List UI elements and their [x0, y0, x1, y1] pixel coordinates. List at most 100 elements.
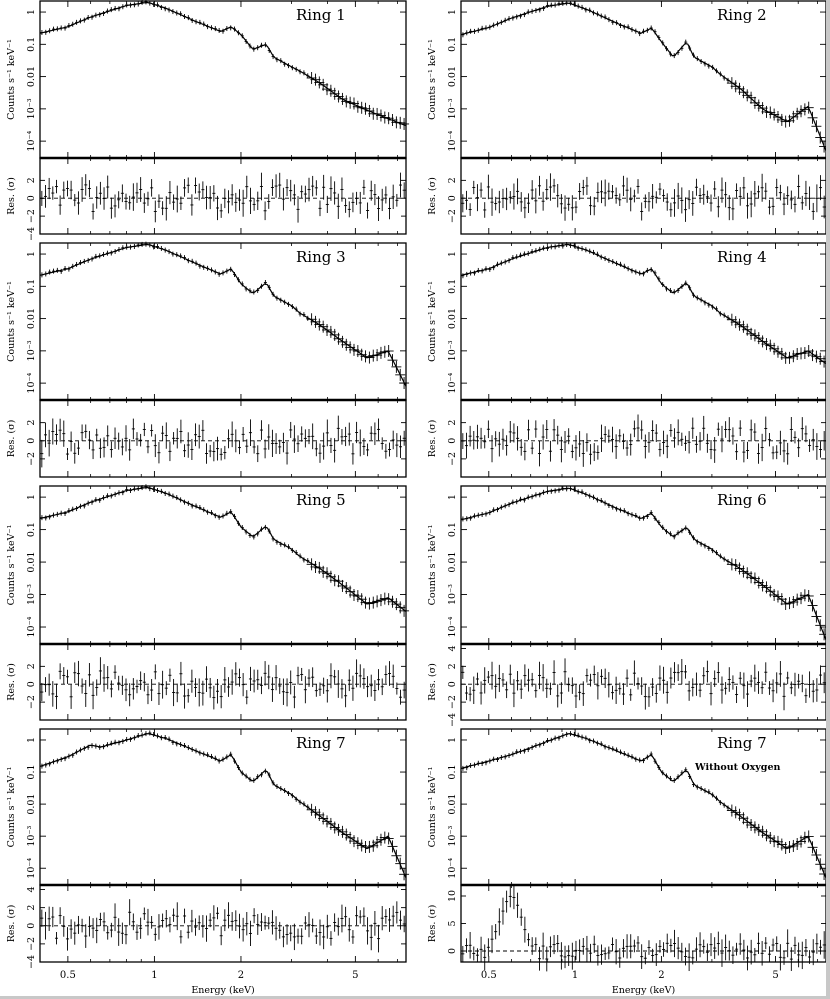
y-tick-label: 10⁻³: [26, 584, 37, 605]
spectrum-frame: [39, 485, 407, 645]
res-tick-label: 0: [447, 438, 458, 444]
y-tick-label: 0.01: [447, 66, 458, 87]
residual-y-label: Res. (σ): [6, 420, 17, 458]
residual-frame: [460, 884, 827, 963]
spectrum-y-label: Counts s⁻¹ keV⁻¹: [427, 524, 438, 605]
res-tick-label: −4: [447, 713, 458, 727]
spectrum-frame: [460, 728, 827, 886]
res-tick-label: 0: [447, 681, 458, 687]
spectrum-y-label: Counts s⁻¹ keV⁻¹: [427, 39, 438, 120]
res-tick-label: 0: [447, 195, 458, 201]
x-tick-label: 0.5: [481, 970, 497, 981]
y-tick-label: 0.1: [447, 37, 458, 52]
res-tick-label: −2: [26, 209, 37, 223]
y-tick-label: 0.01: [447, 794, 458, 815]
x-tick-label: 5: [772, 970, 778, 981]
right-border: [826, 0, 830, 999]
model-line: [460, 487, 827, 641]
panel-title: Ring 1: [296, 6, 346, 24]
res-tick-label: 10: [447, 890, 458, 902]
y-tick-label: 0.1: [447, 764, 458, 779]
y-tick-label: 0.01: [447, 551, 458, 572]
res-tick-label: −2: [447, 452, 458, 466]
y-tick-label: 10⁻⁴: [447, 858, 458, 879]
x-tick-label: 1: [151, 970, 157, 981]
panel-3: 1 0.1 0.01 10⁻³ 10⁻⁴ 2 0 −2 Counts s⁻¹ keV⁻¹ Res.…: [6, 241, 410, 478]
panel-annotation: Without Oxygen: [694, 762, 780, 773]
y-tick-label: 10⁻³: [447, 98, 458, 119]
y-tick-label: 10⁻³: [447, 584, 458, 605]
x-tick-label: 1: [572, 970, 578, 981]
residual-y-label: Res. (σ): [427, 663, 438, 701]
y-tick-label: 10⁻⁴: [26, 616, 37, 637]
res-tick-label: 0: [26, 681, 37, 687]
y-tick-label: 1: [26, 251, 37, 257]
spectrum-frame: [460, 242, 827, 401]
model-line: [39, 486, 407, 612]
res-tick-label: 2: [447, 177, 458, 183]
res-tick-label: 2: [447, 663, 458, 669]
res-tick-label: 0: [26, 438, 37, 444]
y-tick-label: 0.01: [26, 794, 37, 815]
y-tick-label: 0.1: [447, 522, 458, 537]
res-tick-label: 2: [26, 420, 37, 426]
y-tick-label: 1: [26, 9, 37, 15]
y-tick-label: 10⁻³: [26, 340, 37, 361]
panel-8: 0.5 1 2 5 1 0.1 0.01 10⁻³ 10⁻⁴ 10 5 0 Counts s⁻¹ keV…: [427, 728, 830, 996]
y-tick-label: 0.1: [26, 37, 37, 52]
res-tick-label: 2: [447, 420, 458, 426]
y-tick-label: 0.1: [447, 279, 458, 294]
res-tick-label: 0: [26, 195, 37, 201]
y-tick-label: 10⁻³: [26, 826, 37, 847]
residual-y-label: Res. (σ): [6, 177, 17, 215]
res-tick-label: −4: [26, 955, 37, 969]
y-tick-label: 1: [447, 494, 458, 500]
residual-frame: [460, 399, 827, 478]
y-tick-label: 10⁻³: [447, 826, 458, 847]
model-line: [39, 243, 407, 387]
y-tick-label: 0.1: [26, 279, 37, 294]
panel-5: 1 0.1 0.01 10⁻³ 10⁻⁴ 2 0 −2 Counts s⁻¹ keV⁻¹ Res.…: [6, 484, 410, 721]
spectrum-y-label: Counts s⁻¹ keV⁻¹: [6, 766, 17, 847]
x-tick-label: 2: [238, 970, 244, 981]
res-tick-label: −2: [26, 937, 37, 951]
y-tick-label: 10⁻⁴: [26, 372, 37, 393]
residual-y-label: Res. (σ): [427, 905, 438, 943]
res-tick-label: 0: [447, 948, 458, 954]
spectrum-y-label: Counts s⁻¹ keV⁻¹: [6, 39, 17, 120]
y-tick-label: 1: [447, 737, 458, 743]
panel-1: 1 0.1 0.01 10⁻³ 10⁻⁴ 2 0 −2 −4 Counts s⁻¹ keV⁻¹ Re…: [6, 0, 410, 241]
x-tick-label: 5: [352, 970, 358, 981]
panel-title: Ring 7: [296, 734, 346, 752]
y-tick-label: 1: [26, 737, 37, 743]
panel-2: 1 0.1 0.01 10⁻³ 10⁻⁴ 2 0 −2 Counts s⁻¹ keV⁻¹ Res.…: [427, 0, 830, 235]
res-tick-label: −2: [26, 452, 37, 466]
residual-y-label: Res. (σ): [427, 177, 438, 215]
spectrum-y-label: Counts s⁻¹ keV⁻¹: [427, 766, 438, 847]
y-tick-label: 0.01: [447, 308, 458, 329]
spectrum-frame: [39, 0, 407, 159]
res-tick-label: 0: [26, 923, 37, 929]
panel-title: Ring 7: [717, 734, 767, 752]
panel-title: Ring 5: [296, 491, 346, 509]
residual-frame: [39, 643, 407, 721]
residual-frame: [39, 884, 407, 963]
panel-title: Ring 4: [717, 248, 767, 266]
res-tick-label: 2: [26, 905, 37, 911]
y-tick-label: 1: [26, 494, 37, 500]
model-line: [460, 2, 827, 152]
panel-6: 1 0.1 0.01 10⁻³ 10⁻⁴ 4 2 0 −2 −4 Counts s⁻¹ keV⁻¹ R…: [427, 485, 830, 727]
y-tick-label: 10⁻³: [26, 98, 37, 119]
residual-frame: [460, 643, 827, 721]
residual-frame: [39, 399, 407, 478]
panel-title: Ring 3: [296, 248, 346, 266]
y-tick-label: 10⁻⁴: [447, 372, 458, 393]
spectrum-y-label: Counts s⁻¹ keV⁻¹: [6, 281, 17, 362]
panel-title: Ring 6: [717, 491, 767, 509]
y-tick-label: 1: [447, 251, 458, 257]
spectrum-frame: [39, 728, 407, 886]
x-axis-label: Energy (keV): [191, 985, 254, 996]
res-tick-label: −2: [26, 695, 37, 709]
y-tick-label: 0.1: [26, 764, 37, 779]
